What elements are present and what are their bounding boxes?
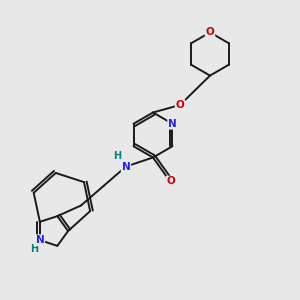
Text: N: N — [168, 119, 177, 129]
Text: N: N — [35, 235, 44, 245]
Text: H: H — [113, 151, 121, 161]
Text: O: O — [176, 100, 184, 110]
Text: H: H — [30, 244, 38, 254]
Text: O: O — [167, 176, 176, 187]
Text: N: N — [122, 161, 130, 172]
Text: O: O — [206, 27, 214, 38]
